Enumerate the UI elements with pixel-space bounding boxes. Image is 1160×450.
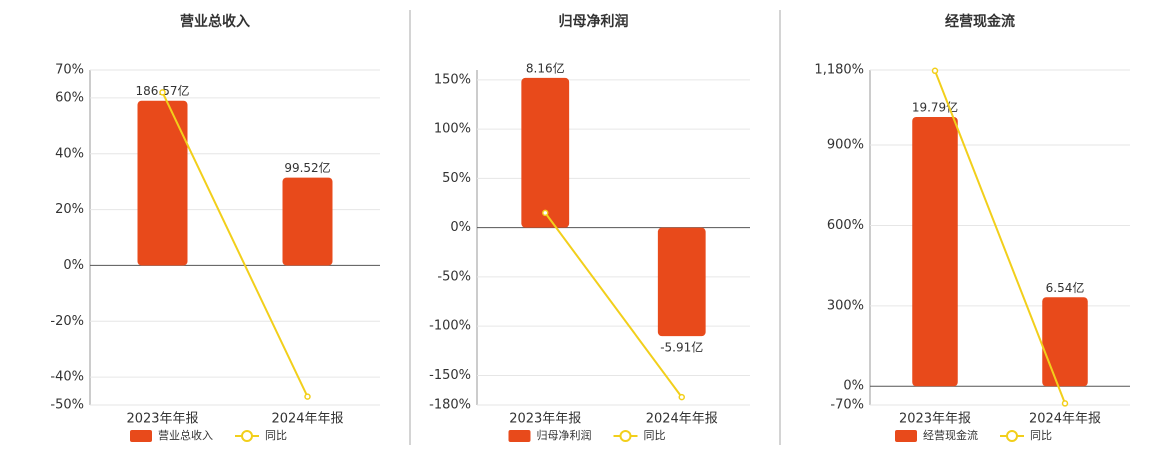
line: [934, 70, 1066, 404]
legend-swatch: [895, 430, 917, 442]
legend-swatch: [130, 430, 152, 442]
legend-label: 同比: [644, 429, 666, 442]
value-label: -5.91亿: [660, 340, 703, 355]
x-tick-label: 2024年年报: [646, 412, 718, 427]
bar: [137, 100, 188, 266]
bar: [282, 177, 333, 266]
y-tick-label: -50%: [437, 269, 471, 284]
legend-label: 归母净利润: [537, 428, 592, 442]
legend-swatch: [241, 430, 253, 442]
y-tick-label: 0%: [450, 220, 471, 235]
value-label: 99.52亿: [284, 160, 330, 175]
legend-swatch: [508, 430, 531, 442]
y-tick-label: 900%: [827, 138, 864, 153]
y-tick-label: -40%: [50, 370, 84, 385]
y-tick-label: 150%: [434, 72, 471, 87]
chart-title: 归母净利润: [559, 13, 629, 30]
y-tick-label: -20%: [50, 314, 84, 329]
x-tick-label: 2023年年报: [126, 412, 198, 427]
bar: [521, 77, 570, 228]
value-label: 6.54亿: [1046, 280, 1085, 295]
y-tick-label: 70%: [55, 63, 84, 78]
legend-label: 营业总收入: [158, 428, 213, 442]
legend-swatch: [619, 430, 632, 442]
y-tick-label: -150%: [429, 368, 471, 383]
line-point: [159, 89, 166, 96]
line: [544, 212, 683, 398]
legend-swatch: [1006, 430, 1018, 442]
value-label: 8.16亿: [526, 60, 565, 75]
legend-label: 同比: [1030, 429, 1052, 442]
chart-title: 营业总收入: [180, 13, 250, 30]
line-point: [304, 393, 311, 400]
x-tick-label: 2024年年报: [271, 412, 343, 427]
chart-title: 经营现金流: [945, 13, 1015, 30]
y-tick-label: -70%: [830, 398, 864, 413]
legend-label: 同比: [265, 429, 287, 442]
x-tick-label: 2023年年报: [509, 412, 581, 427]
line-point: [542, 209, 549, 217]
bar: [912, 116, 958, 387]
y-tick-label: 100%: [434, 122, 471, 137]
y-tick-label: 50%: [442, 171, 471, 186]
y-tick-label: -180%: [429, 398, 471, 413]
y-tick-label: 0%: [63, 258, 84, 273]
y-tick-label: 60%: [55, 90, 84, 105]
y-tick-label: 300%: [827, 298, 864, 313]
y-tick-label: 20%: [55, 202, 84, 217]
y-tick-label: 40%: [55, 146, 84, 161]
line-point: [678, 393, 685, 401]
bar: [657, 227, 706, 337]
y-tick-label: 1,180%: [814, 63, 864, 78]
y-tick-label: 600%: [827, 218, 864, 233]
y-tick-label: -100%: [429, 319, 471, 334]
line-point: [931, 67, 939, 75]
y-tick-label: -50%: [50, 398, 84, 413]
legend-label: 经营现金流: [923, 428, 978, 442]
y-tick-label: 0%: [843, 379, 864, 394]
bar: [1042, 297, 1088, 387]
line-point: [1061, 400, 1069, 407]
x-tick-label: 2024年年报: [1029, 412, 1101, 427]
x-tick-label: 2023年年报: [899, 412, 971, 427]
line: [161, 91, 309, 398]
